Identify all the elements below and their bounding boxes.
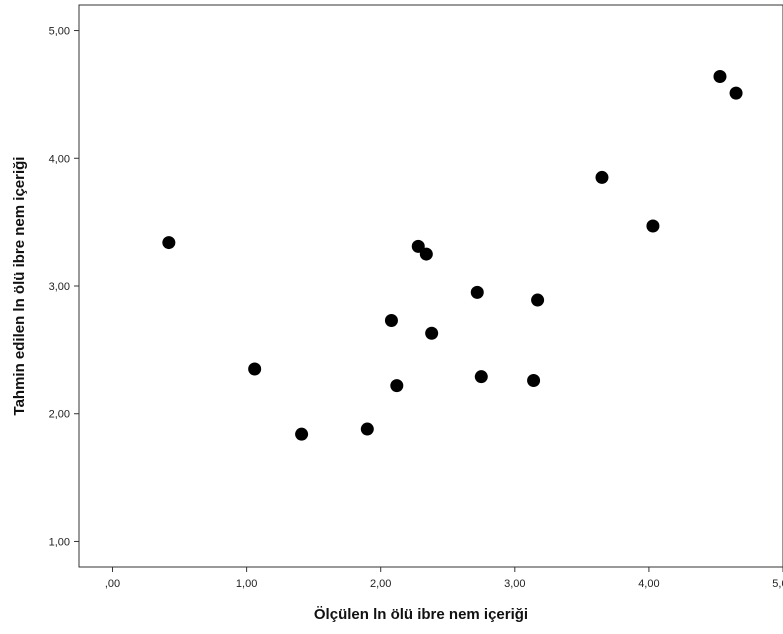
data-point (531, 293, 545, 307)
data-point (162, 236, 176, 250)
x-tick-label: 5,00 (772, 578, 783, 590)
plot-area (78, 4, 783, 568)
data-point (390, 379, 404, 393)
data-point (411, 239, 425, 253)
y-axis: 1,00 2,00 3,00 4,00 5,00 (49, 26, 79, 548)
y-tick-label: 5,00 (49, 26, 70, 38)
data-point (419, 247, 433, 261)
data-point (470, 285, 484, 299)
y-tick-label: 2,00 (49, 409, 70, 421)
x-tick-label: 1,00 (236, 578, 257, 590)
x-tick-label: 4,00 (638, 578, 659, 590)
data-point (295, 427, 309, 441)
x-tick-label: 2,00 (370, 578, 391, 590)
data-point (595, 170, 609, 184)
y-axis-label: Tahmin edilen ln ölü ibre nem içeriği (11, 157, 28, 416)
y-tick-label: 1,00 (49, 536, 70, 548)
y-tick-label: 3,00 (49, 281, 70, 293)
x-tick-label: 3,00 (504, 578, 525, 590)
data-point (474, 370, 488, 384)
data-point (646, 219, 660, 233)
data-point (527, 374, 541, 388)
data-point (384, 313, 398, 327)
data-point (248, 362, 262, 376)
data-point (425, 326, 439, 340)
data-points (162, 70, 743, 441)
x-axis: ,00 1,00 2,00 3,00 4,00 5,00 (105, 567, 783, 590)
data-point (360, 422, 374, 436)
data-point (729, 86, 743, 100)
x-axis-label: Ölçülen ln ölü ibre nem içeriği (314, 606, 528, 623)
y-tick-label: 4,00 (49, 153, 70, 165)
x-tick-label: ,00 (105, 578, 120, 590)
data-point (713, 70, 727, 84)
